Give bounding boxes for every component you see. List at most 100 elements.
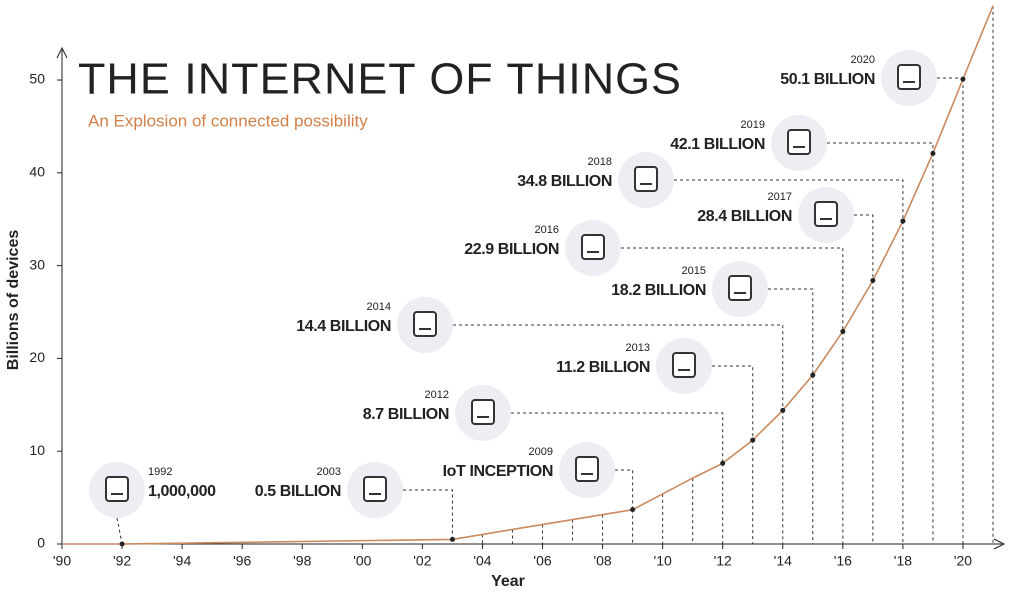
leader-line [712,365,754,441]
data-point [960,76,966,82]
y-tick-label: 0 [37,535,45,551]
chart-subtitle: An Explosion of connected possibility [88,111,368,130]
data-point [930,150,936,156]
leader-line [621,247,844,332]
icon [105,476,129,502]
value-label: 22.9 BILLION [464,241,559,258]
icon-shape [897,64,921,90]
x-tick-label: '04 [473,553,491,569]
year-label: 2013 [626,342,650,354]
icon [575,456,599,482]
leader-line [615,469,634,510]
year-label: 2014 [367,301,391,313]
year-label: 2009 [529,446,553,458]
icon [672,352,696,378]
icon-shape [634,166,658,192]
leader-line [511,412,724,464]
value-label: 18.2 BILLION [611,282,706,299]
year-label: 1992 [148,466,172,478]
data-line [62,5,994,545]
y-tick-label: 10 [29,442,45,458]
data-point [720,460,726,466]
value-label: 11.2 BILLION [556,359,650,376]
y-tick-label: 30 [29,256,45,272]
data-point [449,536,455,542]
value-label: 1,000,000 [148,483,216,500]
icon-shape [581,234,605,260]
value-label: 42.1 BILLION [670,136,765,153]
icon-shape [413,311,437,337]
icon [581,234,605,260]
leader-line [854,214,874,281]
x-tick-label: '10 [654,553,672,569]
icon-shape [575,456,599,482]
x-tick-label: '94 [173,553,191,569]
x-tick-label: '00 [353,553,371,569]
data-point [750,437,756,443]
y-tick-label: 50 [29,71,45,87]
leader-line [827,142,934,154]
value-label: 8.7 BILLION [363,406,449,423]
x-tick-label: '14 [774,553,792,569]
icon [363,476,387,502]
icon-shape [787,129,811,155]
year-label: 2018 [588,156,612,168]
x-tick-label: '20 [954,553,972,569]
leader-line [116,517,123,545]
leader-line [403,489,453,540]
x-tick-label: '18 [894,553,912,569]
icon [897,64,921,90]
data-point [900,218,906,224]
data-point [119,541,125,547]
icon [413,311,437,337]
year-label: 2012 [425,389,449,401]
icon-shape [471,399,495,425]
value-label: 0.5 BILLION [255,483,341,500]
value-label: 50.1 BILLION [780,71,875,88]
x-tick-label: '06 [533,553,551,569]
year-label: 2003 [317,466,341,478]
x-tick-label: '08 [593,553,611,569]
leader-line [453,324,784,411]
icon [728,275,752,301]
year-label: 2015 [682,265,706,277]
icon [787,129,811,155]
y-tick-label: 40 [29,164,45,180]
icon [471,399,495,425]
x-axis-arrow [993,538,1006,550]
x-tick-label: '92 [113,553,131,569]
icon-shape [728,275,752,301]
value-label: 34.8 BILLION [517,173,612,190]
data-point [780,407,786,413]
y-axis-arrow [56,46,68,59]
x-tick-label: '12 [714,553,732,569]
annotation: IoT INCEPTION [443,463,553,480]
year-label: 2019 [741,119,765,131]
data-point [840,329,846,335]
data-point [810,372,816,378]
chart-title: THE INTERNET OF THINGS [78,55,682,104]
x-tick-label: '02 [413,553,431,569]
icon-shape [672,352,696,378]
value-label: 28.4 BILLION [697,208,792,225]
value-label: 14.4 BILLION [296,318,391,335]
x-tick-label: '90 [53,553,71,569]
year-label: 2016 [535,224,559,236]
year-label: 2017 [768,191,792,203]
x-tick-label: '98 [293,553,311,569]
year-label: 2020 [851,54,875,66]
x-axis-label: Year [491,573,525,590]
icon-shape [363,476,387,502]
data-point [630,507,636,513]
x-tick-label: '16 [834,553,852,569]
icon-shape [814,201,838,227]
icon-shape [105,476,129,502]
leader-line [937,77,964,80]
icon [814,201,838,227]
leader-line [768,288,814,376]
leader-line [674,179,904,222]
data-point [870,277,876,283]
x-tick-label: '96 [233,553,251,569]
icon [634,166,658,192]
